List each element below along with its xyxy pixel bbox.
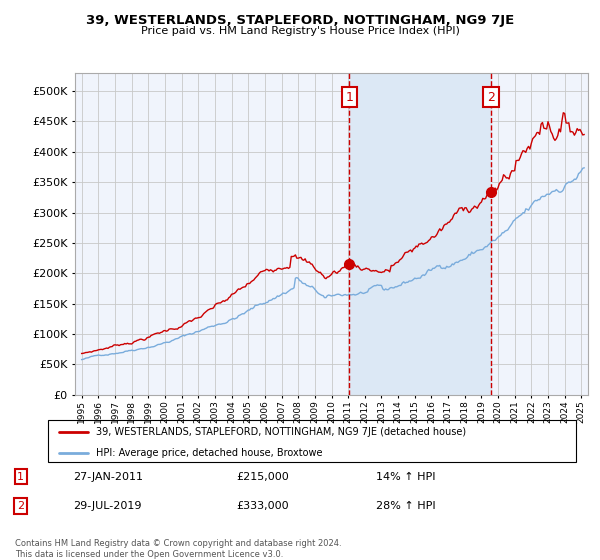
Text: 27-JAN-2011: 27-JAN-2011 [73,472,143,482]
Text: 2: 2 [487,91,495,104]
Text: £333,000: £333,000 [236,501,289,511]
Text: 1: 1 [346,91,353,104]
Text: 28% ↑ HPI: 28% ↑ HPI [376,501,436,511]
Text: 39, WESTERLANDS, STAPLEFORD, NOTTINGHAM, NG9 7JE: 39, WESTERLANDS, STAPLEFORD, NOTTINGHAM,… [86,14,514,27]
Bar [349,73,491,395]
Text: 2: 2 [17,501,25,511]
Text: Contains HM Land Registry data © Crown copyright and database right 2024.
This d: Contains HM Land Registry data © Crown c… [15,539,341,559]
Text: 39, WESTERLANDS, STAPLEFORD, NOTTINGHAM, NG9 7JE (detached house): 39, WESTERLANDS, STAPLEFORD, NOTTINGHAM,… [95,427,466,437]
Text: £215,000: £215,000 [236,472,289,482]
Text: 1: 1 [17,472,25,482]
Text: Price paid vs. HM Land Registry's House Price Index (HPI): Price paid vs. HM Land Registry's House … [140,26,460,36]
Text: 29-JUL-2019: 29-JUL-2019 [73,501,142,511]
Text: HPI: Average price, detached house, Broxtowe: HPI: Average price, detached house, Brox… [95,448,322,458]
Text: 14% ↑ HPI: 14% ↑ HPI [376,472,436,482]
